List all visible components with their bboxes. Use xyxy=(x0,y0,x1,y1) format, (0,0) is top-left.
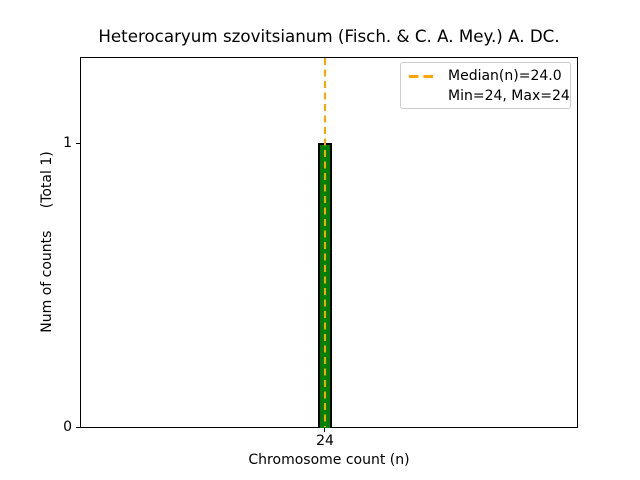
y-tick-label-1: 1 xyxy=(63,135,72,151)
chart-title: Heterocaryum szovitsianum (Fisch. & C. A… xyxy=(98,26,560,46)
y-tick-label-0: 0 xyxy=(63,419,72,435)
y-tick-mark-1 xyxy=(76,143,80,144)
legend-entry-median: Median(n)=24.0 xyxy=(409,66,562,86)
legend-label-min-max: Min=24, Max=24 xyxy=(448,88,570,104)
x-tick-mark-24 xyxy=(324,428,325,432)
legend-sample-spacer xyxy=(409,95,433,98)
median-line-sample-icon xyxy=(409,74,433,78)
x-axis-label: Chromosome count (n) xyxy=(248,452,410,468)
y-tick-mark-0 xyxy=(76,427,80,428)
plot-area xyxy=(80,57,578,428)
median-dashed-line xyxy=(324,58,326,427)
y-axis-label: Num of counts (Total 1) xyxy=(39,151,55,333)
legend: Median(n)=24.0 Min=24, Max=24 xyxy=(400,62,571,109)
legend-entry-min-max: Min=24, Max=24 xyxy=(409,86,570,106)
x-tick-label-24: 24 xyxy=(316,433,334,449)
legend-label-median: Median(n)=24.0 xyxy=(448,68,562,84)
